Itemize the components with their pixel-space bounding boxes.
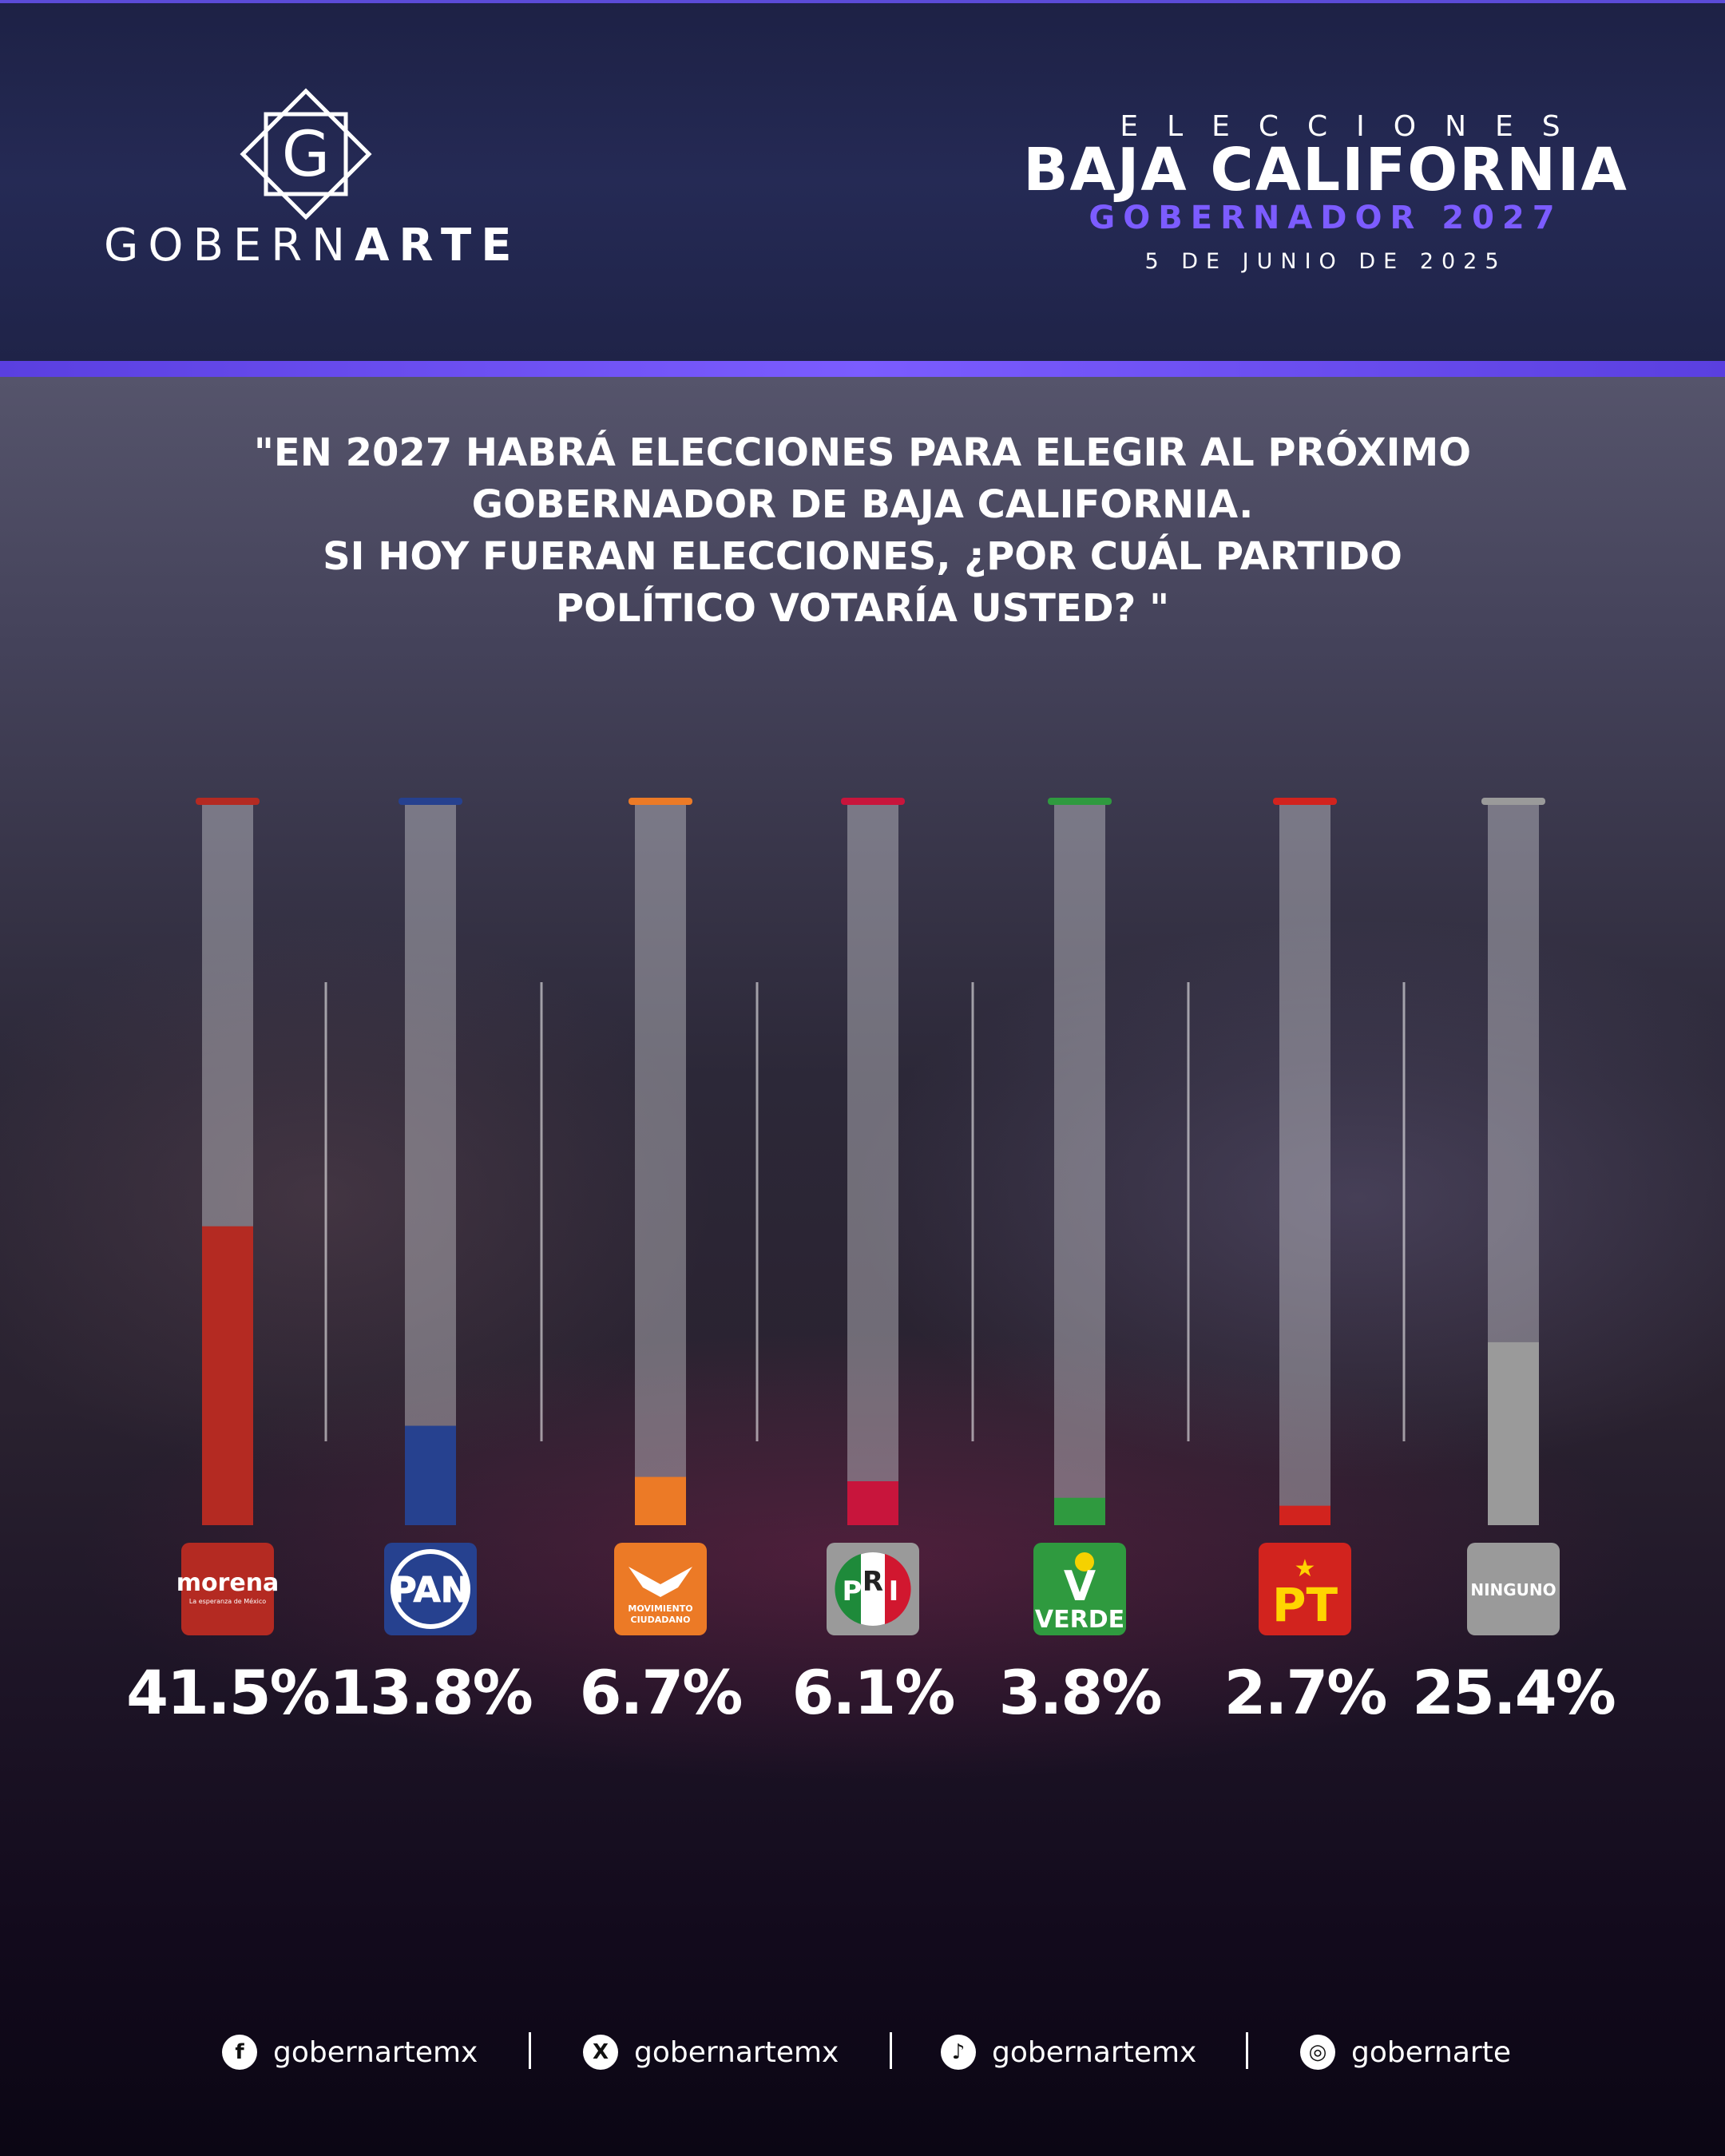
brand-name-right: ARTE	[355, 220, 521, 271]
mc-logo-text-2: CIUDADANO	[631, 1615, 691, 1625]
bar-cap	[629, 798, 692, 805]
pri-green-segment	[835, 1554, 861, 1624]
bar-track	[635, 805, 686, 1525]
social-link[interactable]: f gobernartemx	[222, 2028, 478, 2076]
state-title: BAJA CALIFORNIA	[1023, 136, 1628, 204]
morena-logo-text: morena	[176, 1569, 280, 1597]
bar-1	[405, 1425, 456, 1525]
mc-eagle-icon	[629, 1567, 692, 1597]
bar-track	[847, 805, 898, 1525]
ninguno-logo	[1467, 1543, 1560, 1635]
ninguno-logo-text: NINGUNO	[1470, 1580, 1556, 1599]
pt-logo-text: PT	[1272, 1578, 1338, 1632]
office-title: GOBERNADOR 2027	[1089, 200, 1563, 236]
percentage-label: 6.7%	[579, 1657, 744, 1728]
gobernarte-logo-icon: G	[240, 88, 372, 220]
bar-6	[1488, 1342, 1539, 1525]
social-separator	[529, 2032, 531, 2069]
pri-red-segment	[885, 1554, 911, 1624]
header-banner	[0, 0, 1725, 361]
percentage-label: 13.8%	[329, 1657, 533, 1728]
bar-cap	[841, 798, 905, 805]
facebook-icon: f	[222, 2035, 257, 2070]
social-separator	[1246, 2032, 1248, 2069]
svg-text:G: G	[282, 119, 330, 191]
pri-letter-p: P	[843, 1575, 862, 1607]
top-accent-line	[0, 0, 1725, 3]
tiktok-icon: ♪	[941, 2035, 976, 2070]
pan-logo-text: PAN	[391, 1570, 470, 1611]
social-handle: gobernarte	[1351, 2035, 1511, 2069]
bar-track	[1279, 805, 1330, 1525]
bar-cap	[399, 798, 462, 805]
social-handle: gobernartemx	[992, 2035, 1197, 2069]
percentage-label: 2.7%	[1223, 1657, 1388, 1728]
social-handle: gobernartemx	[273, 2035, 478, 2069]
bar-cap	[1048, 798, 1112, 805]
pri-letter-i: I	[889, 1575, 899, 1607]
bar-cap	[1273, 798, 1337, 805]
bar-0	[202, 1226, 253, 1525]
percentage-label: 3.8%	[998, 1657, 1163, 1728]
pt-star-icon: ★	[1295, 1555, 1316, 1583]
bar-cap	[1481, 798, 1545, 805]
social-link[interactable]: ◎ gobernarte	[1300, 2028, 1511, 2076]
header-divider-stripe	[0, 361, 1725, 377]
social-handle: gobernartemx	[634, 2035, 839, 2069]
bar-2	[635, 1476, 686, 1525]
pt-logo	[1259, 1543, 1351, 1635]
bar-5	[1279, 1505, 1330, 1525]
bar-track	[405, 805, 456, 1525]
brand-name-left: GOBERN	[104, 220, 355, 271]
brand-name: GOBERNARTE	[104, 220, 519, 271]
percentage-label: 25.4%	[1412, 1657, 1616, 1728]
pan-logo-disc	[395, 1554, 466, 1624]
percentage-label: 41.5%	[126, 1657, 331, 1728]
bar-track	[1054, 805, 1105, 1525]
survey-question: "EN 2027 HABRÁ ELECCIONES PARA ELEGIR AL…	[253, 430, 1472, 631]
instagram-icon: ◎	[1300, 2035, 1335, 2070]
social-separator	[890, 2032, 892, 2069]
verde-logo-text: VERDE	[1035, 1606, 1124, 1634]
verde-logo-mark: V	[1064, 1563, 1096, 1611]
bar-3	[847, 1480, 898, 1525]
morena-logo	[181, 1543, 274, 1635]
morena-logo-tagline: La esperanza de México	[189, 1597, 266, 1605]
survey-date: 5 DE JUNIO DE 2025	[1144, 249, 1507, 274]
social-link[interactable]: ♪ gobernartemx	[941, 2028, 1196, 2076]
verde-logo	[1033, 1543, 1126, 1635]
pri-letter-r: R	[862, 1566, 883, 1598]
bar-4	[1054, 1497, 1105, 1525]
x-icon: X	[583, 2035, 618, 2070]
mc-logo-text-1: MOVIMIENTO	[628, 1603, 692, 1614]
verde-toucan-icon	[1075, 1552, 1094, 1571]
bar-cap	[196, 798, 260, 805]
percentage-label: 6.1%	[791, 1657, 956, 1728]
elections-label: ELECCIONES	[1120, 110, 1589, 143]
